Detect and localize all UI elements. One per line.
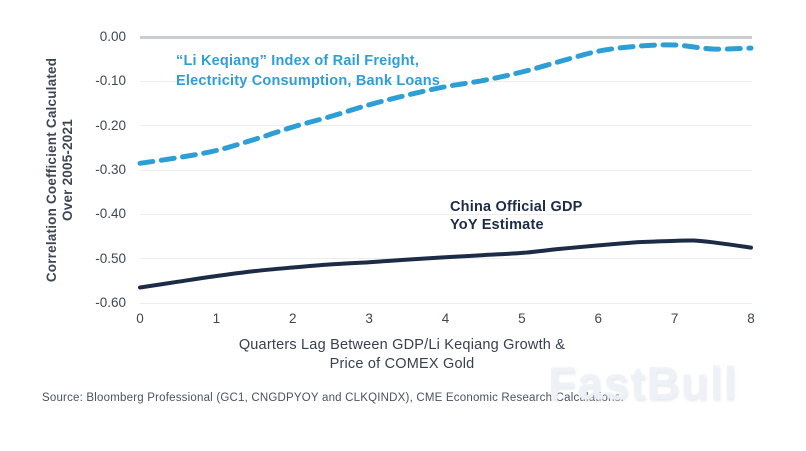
x-axis-title-line1: Quarters Lag Between GDP/Li Keqiang Grow… [238, 337, 566, 353]
x-tick-label: 2 [288, 311, 297, 326]
x-axis-title: Quarters Lag Between GDP/Li Keqiang Grow… [102, 336, 702, 374]
x-axis-title-line2: Price of COMEX Gold [329, 356, 475, 372]
y-tick-label: -0.20 [95, 117, 126, 133]
y-tick-label: -0.30 [95, 162, 126, 177]
x-tick-label: 4 [441, 311, 450, 326]
x-tick-label: 3 [365, 311, 373, 326]
watermark: FastBull [548, 357, 738, 409]
gridline [140, 80, 752, 82]
x-tick-label: 7 [670, 311, 679, 326]
x-tick-label: 5 [518, 311, 526, 326]
x-tick-label: 6 [594, 311, 602, 326]
series-label-china-gdp-line1: China Official GDP [450, 199, 583, 215]
x-tick-label: 0 [136, 311, 144, 326]
y-axis-tick-labels: 0.00 -0.10 -0.20 -0.30 -0.40 -0.50 -0.60 [58, 0, 126, 451]
source-note: Source: Bloomberg Professional (GC1, CNG… [42, 392, 625, 404]
series-line-li-keqiang-index [137, 42, 754, 166]
series-line-china-gdp [138, 238, 753, 290]
plot-area: “Li Keqiang” Index of Rail Freight, Elec… [137, 35, 754, 304]
y-tick-label: -0.40 [95, 206, 126, 222]
x-tick-label: 8 [747, 311, 755, 326]
gridline [140, 302, 752, 304]
series-label-china-gdp: China Official GDP YoY Estimate [450, 199, 583, 234]
y-tick-label: -0.50 [95, 250, 126, 266]
gridline [140, 169, 752, 171]
zero-gridline [140, 35, 752, 39]
x-tick-label: 1 [212, 311, 221, 326]
y-tick-label: -0.10 [95, 73, 126, 89]
gridline [140, 213, 752, 215]
series-label-li-keqiang-line2: Electricity Consumption, Bank Loans [176, 73, 441, 89]
series-label-li-keqiang-line1: “Li Keqiang” Index of Rail Freight, [176, 53, 420, 69]
y-tick-label: -0.60 [95, 295, 126, 310]
series-lines [137, 42, 754, 290]
series-label-li-keqiang-index: “Li Keqiang” Index of Rail Freight, Elec… [176, 51, 440, 91]
gridline [140, 125, 752, 127]
series-label-china-gdp-line2: YoY Estimate [450, 216, 544, 233]
y-tick-label: 0.00 [99, 29, 126, 44]
